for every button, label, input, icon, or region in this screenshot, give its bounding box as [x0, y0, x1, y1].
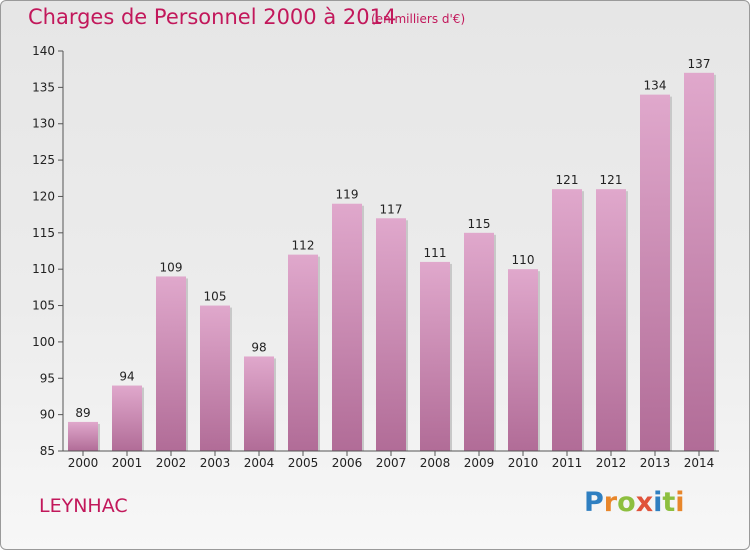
x-tick-label-2002: 2002	[156, 456, 187, 470]
y-tick-label-135: 135	[32, 80, 55, 94]
x-tick-label-2006: 2006	[332, 456, 363, 470]
y-tick-label-90: 90	[40, 408, 55, 422]
x-tick-label-2010: 2010	[508, 456, 539, 470]
chart-title: Charges de Personnel 2000 à 2014	[28, 5, 397, 29]
y-tick-label-110: 110	[32, 262, 55, 276]
bar-2000	[68, 421, 98, 451]
y-tick-label-130: 130	[32, 117, 55, 131]
value-label-2009: 115	[468, 217, 491, 231]
proxiti-logo: Proxiti	[584, 487, 685, 518]
logo-letter: i	[653, 487, 663, 518]
x-tick-label-2004: 2004	[244, 456, 275, 470]
logo-letter: P	[584, 487, 604, 518]
y-tick-label-140: 140	[32, 44, 55, 58]
value-label-2000: 89	[75, 406, 90, 420]
bar-2011	[552, 189, 582, 451]
bar-2013	[640, 94, 670, 452]
axes-group: 2000 2001 2002 2003 2004 2005 2006 2007 2008 2009…	[32, 44, 719, 470]
value-label-2003: 105	[204, 290, 227, 304]
bar-2004	[244, 356, 274, 451]
value-label-2006: 119	[336, 188, 359, 202]
value-label-2007: 117	[380, 202, 403, 216]
bar-2012	[596, 189, 626, 451]
bar-2006	[332, 203, 362, 451]
bar-2008	[420, 261, 450, 451]
chart-subtitle: (en milliers d'€)	[371, 12, 466, 26]
x-tick-label-2005: 2005	[288, 456, 319, 470]
x-tick-label-2000: 2000	[68, 456, 99, 470]
y-tick-label-115: 115	[32, 226, 55, 240]
x-tick-label-2003: 2003	[200, 456, 231, 470]
bar-2003	[200, 305, 230, 451]
x-tick-label-2008: 2008	[420, 456, 451, 470]
y-tick-label-125: 125	[32, 153, 55, 167]
value-label-2002: 109	[160, 260, 183, 274]
bar-2014	[684, 72, 714, 452]
value-label-2014: 137	[688, 57, 711, 71]
y-tick-label-95: 95	[40, 371, 55, 385]
bar-2010	[508, 269, 538, 451]
value-label-2005: 112	[292, 239, 315, 253]
bar-2009	[464, 232, 494, 451]
bar-2001	[112, 385, 142, 451]
value-label-2010: 110	[512, 253, 535, 267]
logo-letter: o	[617, 487, 636, 518]
value-label-2012: 121	[600, 173, 623, 187]
bar-2007	[376, 218, 406, 451]
x-tick-label-2012: 2012	[596, 456, 627, 470]
value-label-2001: 94	[119, 370, 134, 384]
y-tick-label-105: 105	[32, 299, 55, 313]
bar-2005	[288, 254, 318, 451]
commune-name: LEYNHAC	[39, 495, 128, 517]
x-tick-label-2009: 2009	[464, 456, 495, 470]
x-tick-label-2007: 2007	[376, 456, 407, 470]
logo-letter: t	[662, 487, 676, 518]
logo-letter: i	[675, 487, 685, 518]
value-label-2008: 111	[424, 246, 447, 260]
value-label-2004: 98	[251, 340, 266, 354]
logo-letter: r	[603, 487, 618, 518]
bars-group: 89 94 109 105 98 112 119 117 111 115 110 121 121 134 1…	[68, 57, 716, 452]
x-tick-label-2011: 2011	[552, 456, 583, 470]
x-tick-label-2013: 2013	[640, 456, 671, 470]
y-tick-label-100: 100	[32, 335, 55, 349]
value-label-2013: 134	[644, 79, 667, 93]
x-tick-label-2014: 2014	[684, 456, 715, 470]
bar-2002	[156, 276, 186, 451]
value-label-2011: 121	[556, 173, 579, 187]
y-tick-label-120: 120	[32, 189, 55, 203]
x-tick-label-2001: 2001	[112, 456, 143, 470]
y-tick-label-85: 85	[40, 444, 55, 458]
logo-letter: x	[635, 487, 654, 518]
